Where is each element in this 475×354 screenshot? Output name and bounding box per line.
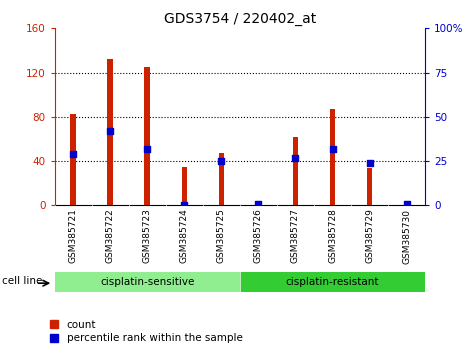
Text: GSM385723: GSM385723 bbox=[143, 209, 152, 263]
Point bbox=[180, 202, 188, 208]
Text: GSM385728: GSM385728 bbox=[328, 209, 337, 263]
Point bbox=[143, 146, 151, 152]
Point bbox=[218, 158, 225, 164]
Point bbox=[329, 146, 336, 152]
Text: GSM385721: GSM385721 bbox=[69, 209, 77, 263]
Legend: count, percentile rank within the sample: count, percentile rank within the sample bbox=[48, 318, 245, 345]
Point bbox=[69, 151, 77, 157]
Text: cisplatin-sensitive: cisplatin-sensitive bbox=[100, 277, 194, 287]
Text: GSM385727: GSM385727 bbox=[291, 209, 300, 263]
Point bbox=[106, 128, 114, 134]
Bar bbox=[367, 168, 372, 205]
Bar bbox=[330, 109, 335, 205]
Text: GSM385726: GSM385726 bbox=[254, 209, 263, 263]
Point bbox=[366, 160, 373, 166]
Text: cisplatin-resistant: cisplatin-resistant bbox=[286, 277, 379, 287]
Bar bbox=[181, 167, 187, 205]
Bar bbox=[70, 114, 76, 205]
Text: GSM385729: GSM385729 bbox=[365, 209, 374, 263]
Text: cell line: cell line bbox=[2, 276, 43, 286]
Text: GSM385722: GSM385722 bbox=[106, 209, 114, 263]
Text: GSM385724: GSM385724 bbox=[180, 209, 189, 263]
Point bbox=[255, 201, 262, 206]
Bar bbox=[55, 272, 240, 292]
Bar bbox=[240, 272, 425, 292]
Text: GSM385730: GSM385730 bbox=[402, 209, 411, 264]
Point bbox=[292, 155, 299, 160]
Text: GSM385725: GSM385725 bbox=[217, 209, 226, 263]
Bar bbox=[107, 59, 113, 205]
Bar bbox=[218, 153, 224, 205]
Point bbox=[403, 201, 410, 206]
Title: GDS3754 / 220402_at: GDS3754 / 220402_at bbox=[164, 12, 316, 26]
Bar bbox=[293, 137, 298, 205]
Bar bbox=[144, 67, 150, 205]
